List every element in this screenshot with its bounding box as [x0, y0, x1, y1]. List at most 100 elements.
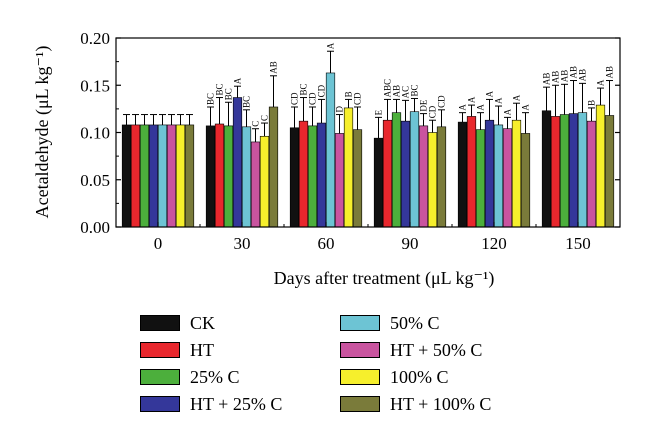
bar: [166, 124, 177, 228]
bar: [457, 121, 468, 228]
significance-label: BC: [215, 84, 225, 96]
bar: [373, 137, 384, 228]
bar: [298, 120, 309, 228]
x-tick-label: 150: [565, 234, 591, 253]
significance-label: C: [260, 115, 270, 121]
significance-label: AB: [578, 69, 588, 82]
significance-label: C: [251, 121, 261, 127]
legend-item: 100% C: [340, 366, 449, 388]
significance-label: CD: [428, 105, 438, 118]
x-axis-label: Days after treatment (μL kg⁻¹): [274, 268, 495, 289]
significance-label: A: [521, 104, 531, 111]
bar: [475, 129, 486, 228]
bar: [241, 126, 252, 228]
bar: [157, 124, 168, 228]
bar: [148, 124, 159, 228]
legend-swatch: [340, 315, 380, 331]
bar: [268, 106, 279, 228]
significance-label: A: [233, 77, 243, 84]
significance-label: CD: [437, 95, 447, 108]
y-tick-label: 0.20: [80, 29, 110, 48]
legend-label: CK: [190, 312, 216, 333]
significance-label: CD: [308, 92, 318, 105]
legend: CK HT 25% C HT + 25% C 50% C HT + 50% C 100% C…: [140, 312, 540, 437]
bar: [352, 129, 363, 228]
legend-label: HT + 50% C: [390, 339, 483, 360]
bar: [130, 124, 141, 228]
bar: [325, 72, 336, 228]
bar: [334, 133, 345, 228]
significance-label: AB: [605, 66, 615, 79]
error-bars-layer: [123, 50, 613, 142]
significance-label: ABC: [383, 79, 393, 98]
y-tick-label: 0.15: [80, 76, 110, 95]
bar: [289, 127, 300, 228]
significance-label: A: [476, 104, 486, 111]
bar: [382, 119, 393, 228]
significance-label: CD: [290, 92, 300, 105]
legend-label: 100% C: [390, 366, 449, 387]
bar: [391, 112, 402, 228]
significance-label: DE: [419, 99, 429, 111]
bar: [466, 116, 477, 228]
y-tick-label: 0.05: [80, 171, 110, 190]
x-tick-label: 120: [481, 234, 507, 253]
bar: [259, 135, 270, 228]
bar: [604, 115, 615, 228]
significance-label: B: [344, 91, 354, 97]
significance-label: BC: [410, 84, 420, 96]
legend-item: HT + 50% C: [340, 339, 482, 361]
bar: [586, 120, 597, 228]
bar: [343, 107, 354, 228]
legend-swatch: [140, 396, 180, 412]
legend-label: HT + 100% C: [390, 393, 492, 414]
bar: [595, 104, 606, 228]
bar: [484, 119, 495, 228]
legend-item: HT + 25% C: [140, 393, 282, 415]
significance-label: CD: [353, 92, 363, 105]
bar: [307, 125, 318, 228]
y-axis-label: Acetaldehyde (μL kg⁻¹): [32, 46, 53, 219]
bar: [121, 124, 132, 228]
legend-item: CK: [140, 312, 215, 334]
significance-label: D: [335, 106, 345, 113]
significance-label: B: [587, 100, 597, 106]
x-tick-label: 30: [234, 234, 251, 253]
significance-label: AB: [551, 71, 561, 84]
bar: [175, 124, 186, 228]
bar: [559, 114, 570, 228]
significance-label: AB: [560, 70, 570, 83]
bar: [427, 132, 438, 228]
significance-label: E: [374, 109, 384, 115]
x-tick-label: 90: [402, 234, 419, 253]
legend-item: HT + 100% C: [340, 393, 491, 415]
significance-label: AB: [569, 66, 579, 79]
significance-label: BC: [206, 93, 216, 105]
y-tick-label: 0.10: [80, 124, 110, 143]
significance-label: A: [503, 108, 513, 115]
bar: [520, 133, 531, 228]
legend-swatch: [340, 396, 380, 412]
legend-label: 25% C: [190, 366, 240, 387]
bar: [250, 141, 261, 228]
legend-item: 25% C: [140, 366, 240, 388]
bars-layer: [121, 72, 615, 228]
legend-swatch: [140, 342, 180, 358]
significance-label: BC: [224, 88, 234, 100]
legend-swatch: [140, 315, 180, 331]
legend-label: HT + 25% C: [190, 393, 283, 414]
significance-label: A: [512, 94, 522, 101]
bar: [316, 122, 327, 228]
bar: [400, 120, 411, 228]
significance-label: A: [485, 90, 495, 97]
bar: [418, 125, 429, 228]
x-tick-label: 60: [318, 234, 335, 253]
bar: [223, 125, 234, 228]
bar: [577, 112, 588, 228]
significance-label: A: [458, 104, 468, 111]
significance-label: AB: [542, 73, 552, 86]
bar: [550, 116, 561, 228]
bar: [139, 124, 150, 228]
legend-label: HT: [190, 339, 214, 360]
